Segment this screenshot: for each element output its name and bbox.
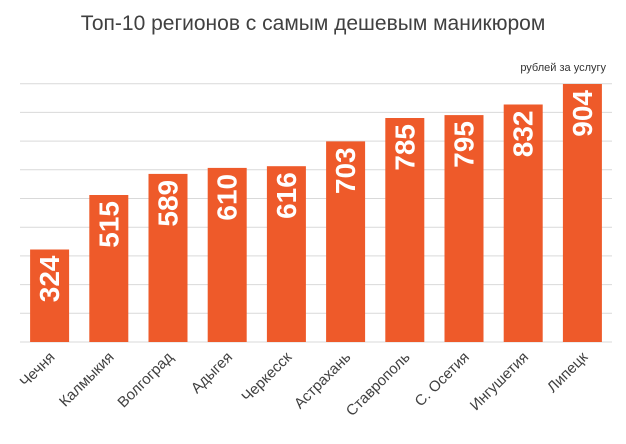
category-label-7: Ставрополь	[343, 349, 414, 420]
category-label-5: Черкесск	[238, 349, 295, 406]
data-label-1: 324	[34, 255, 65, 302]
category-label-10: Липецк	[544, 348, 592, 396]
data-label-2: 515	[93, 201, 124, 248]
bar-9	[503, 104, 543, 342]
bar-7	[385, 118, 425, 342]
bar-4	[207, 167, 247, 342]
category-label-1: Чечня	[17, 349, 59, 391]
category-label-9: Ингушетия	[467, 349, 532, 414]
chart-title: Топ-10 регионов с самым дешевым маникюро…	[80, 12, 546, 35]
data-label-7: 785	[389, 124, 420, 171]
bar-6	[326, 141, 366, 342]
bar-2	[89, 195, 129, 342]
category-label-6: Астрахань	[291, 349, 355, 413]
data-label-10: 904	[567, 90, 598, 137]
data-label-5: 616	[271, 172, 302, 219]
data-label-4: 610	[212, 174, 243, 221]
category-label-2: Калмыкия	[56, 349, 118, 411]
unit-label: рублей за услугу	[520, 62, 606, 74]
category-label-8: С. Осетия	[412, 349, 473, 410]
category-label-3: Волгоград	[114, 349, 177, 412]
category-label-4: Адыгея	[188, 349, 236, 397]
data-label-3: 589	[153, 180, 184, 227]
bar-10	[562, 84, 602, 342]
bar-5	[266, 166, 306, 342]
data-label-8: 795	[449, 121, 480, 168]
bar-1	[30, 249, 70, 342]
bar-3	[148, 173, 188, 342]
data-label-6: 703	[330, 147, 361, 194]
data-label-9: 832	[508, 111, 539, 158]
bar-8	[444, 115, 484, 342]
